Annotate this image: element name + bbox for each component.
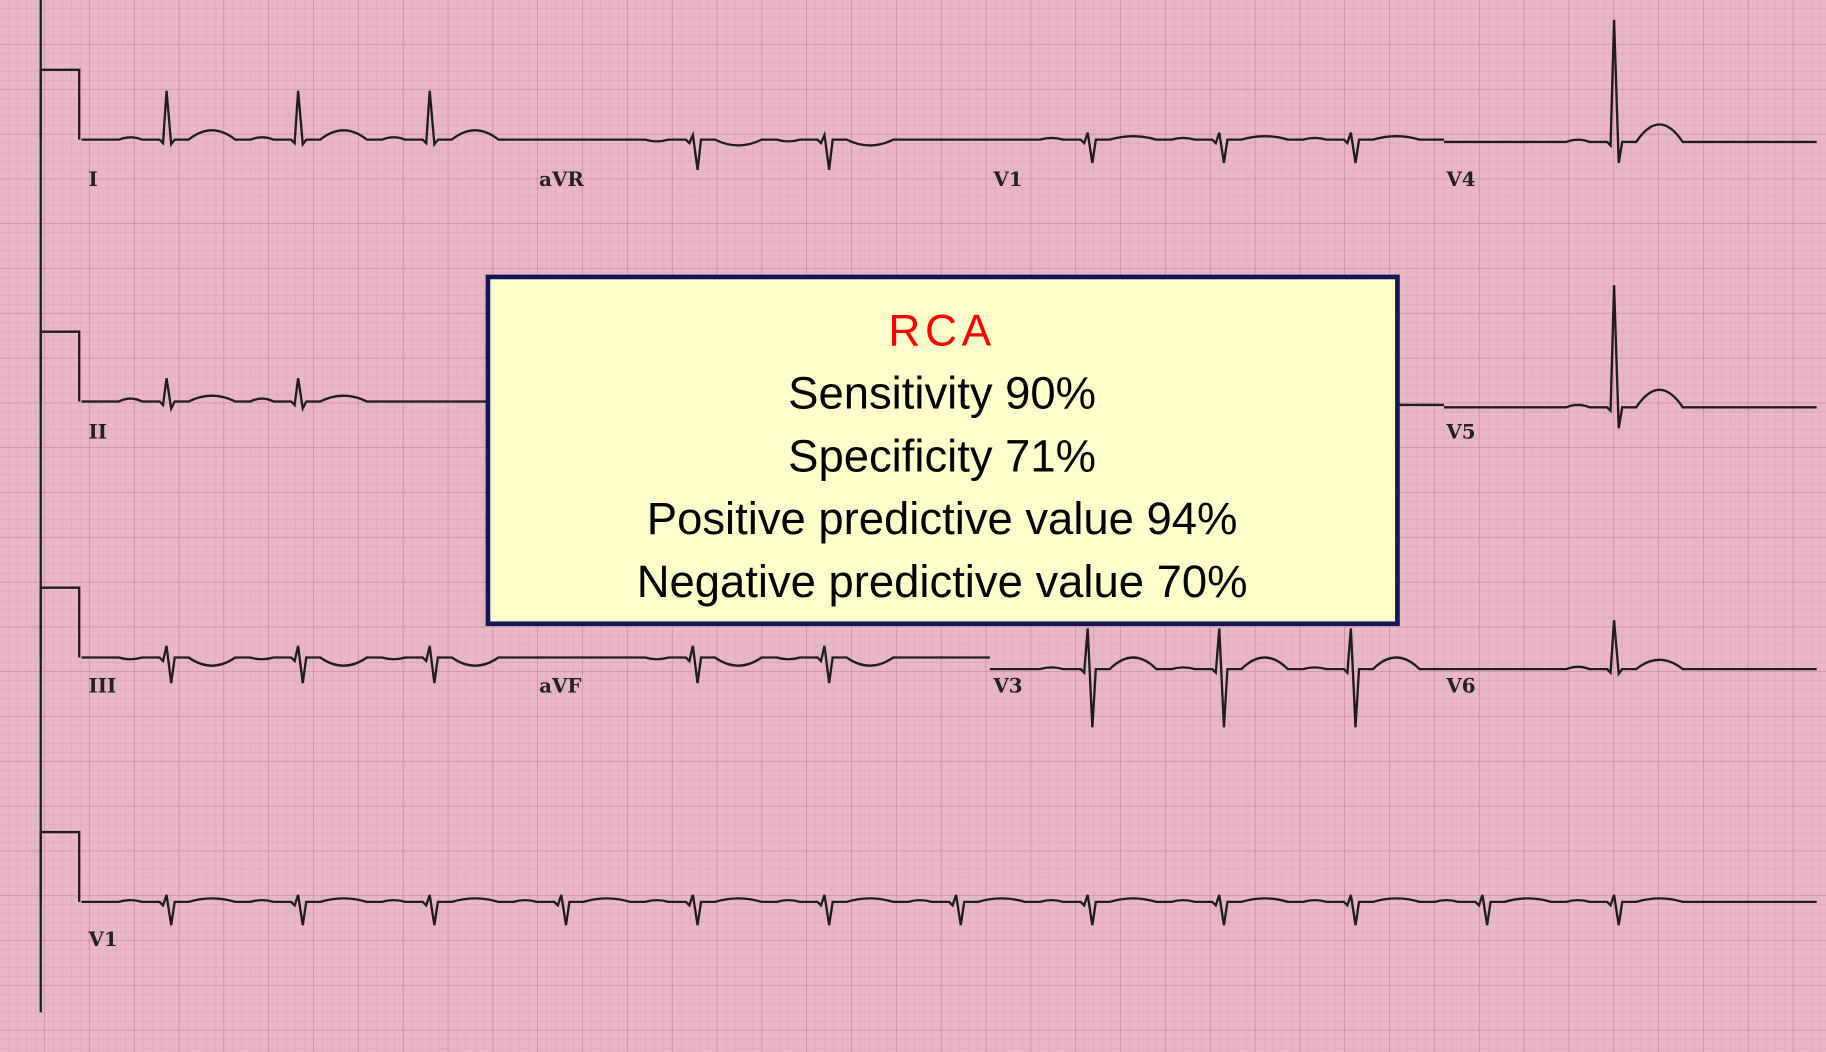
- lead-label: aVR: [539, 167, 584, 191]
- box-line: Positive predictive value 94%: [647, 493, 1238, 544]
- lead-label: III: [89, 673, 117, 697]
- lead-label: aVF: [539, 673, 581, 697]
- lead-label: I: [89, 167, 98, 191]
- info-box: RCA Sensitivity 90% Specificity 71% Posi…: [488, 277, 1398, 624]
- ecg-screen: I aVR V1 V4 II V5 III aVF V3 V6 V1 RCA S…: [0, 0, 1826, 1052]
- lead-label: V6: [1445, 673, 1475, 697]
- lead-label: V1: [88, 927, 118, 951]
- box-line: Negative predictive value 70%: [637, 556, 1248, 607]
- lead-label: II: [89, 420, 108, 444]
- box-title: RCA: [888, 307, 995, 356]
- box-line: Specificity 71%: [788, 430, 1096, 481]
- box-line: Sensitivity 90%: [788, 367, 1096, 418]
- lead-label: V4: [1445, 167, 1475, 191]
- lead-label: V3: [992, 673, 1022, 697]
- lead-label: V5: [1445, 420, 1475, 444]
- lead-label: V1: [992, 167, 1022, 191]
